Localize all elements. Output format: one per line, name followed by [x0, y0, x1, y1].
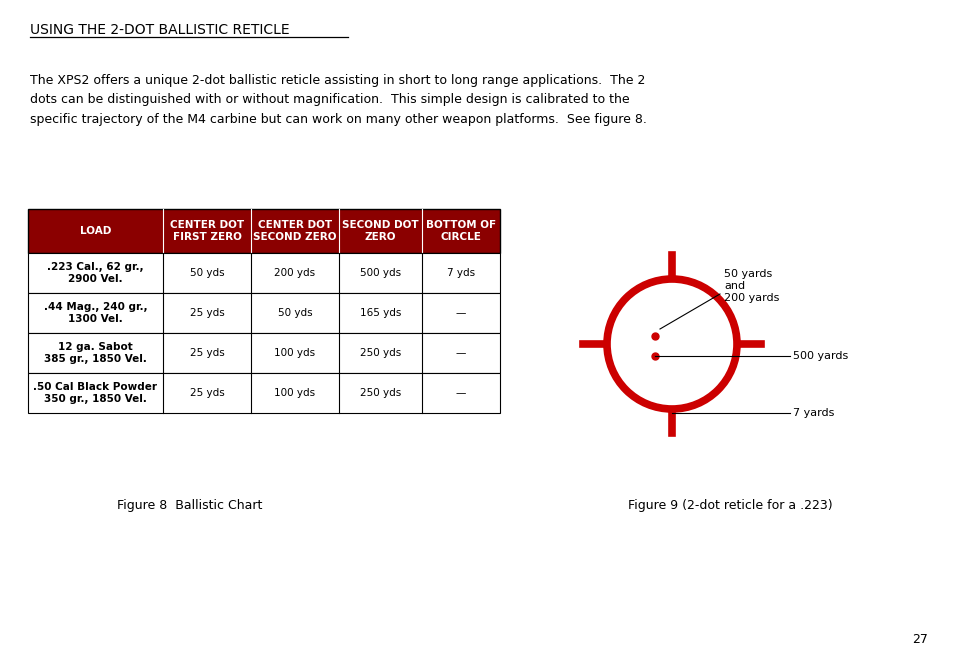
- Text: 165 yds: 165 yds: [359, 308, 401, 318]
- Text: The XPS2 offers a unique 2-dot ballistic reticle assisting in short to long rang: The XPS2 offers a unique 2-dot ballistic…: [30, 74, 646, 126]
- Text: 500 yards: 500 yards: [792, 351, 847, 361]
- Text: 7 yds: 7 yds: [446, 268, 475, 278]
- Text: 100 yds: 100 yds: [274, 388, 315, 398]
- Text: —: —: [456, 308, 466, 318]
- Text: 50 yards
and
200 yards: 50 yards and 200 yards: [723, 269, 779, 303]
- Text: .223 Cal., 62 gr.,
2900 Vel.: .223 Cal., 62 gr., 2900 Vel.: [47, 262, 144, 284]
- Text: LOAD: LOAD: [80, 226, 112, 236]
- Text: 7 yards: 7 yards: [792, 408, 834, 418]
- Text: 25 yds: 25 yds: [190, 308, 224, 318]
- Text: .50 Cal Black Powder
350 gr., 1850 Vel.: .50 Cal Black Powder 350 gr., 1850 Vel.: [33, 382, 157, 404]
- Text: USING THE 2-DOT BALLISTIC RETICLE: USING THE 2-DOT BALLISTIC RETICLE: [30, 23, 290, 37]
- Text: 50 yds: 50 yds: [190, 268, 224, 278]
- Text: —: —: [456, 348, 466, 358]
- Text: Figure 9 (2-dot reticle for a .223): Figure 9 (2-dot reticle for a .223): [627, 499, 831, 513]
- Text: CENTER DOT
FIRST ZERO: CENTER DOT FIRST ZERO: [170, 220, 244, 242]
- Text: 200 yds: 200 yds: [274, 268, 315, 278]
- Text: 250 yds: 250 yds: [359, 348, 400, 358]
- Bar: [28, 373, 499, 413]
- Text: 25 yds: 25 yds: [190, 348, 224, 358]
- Text: 500 yds: 500 yds: [359, 268, 400, 278]
- Text: SECOND DOT
ZERO: SECOND DOT ZERO: [342, 220, 418, 242]
- Text: CENTER DOT
SECOND ZERO: CENTER DOT SECOND ZERO: [253, 220, 336, 242]
- Text: 100 yds: 100 yds: [274, 348, 315, 358]
- Text: —: —: [456, 388, 466, 398]
- Text: 250 yds: 250 yds: [359, 388, 400, 398]
- Bar: [28, 253, 499, 293]
- Text: .44 Mag., 240 gr.,
1300 Vel.: .44 Mag., 240 gr., 1300 Vel.: [44, 302, 147, 324]
- Text: 12 ga. Sabot
385 gr., 1850 Vel.: 12 ga. Sabot 385 gr., 1850 Vel.: [44, 342, 147, 364]
- Text: 50 yds: 50 yds: [277, 308, 312, 318]
- Bar: [28, 333, 499, 373]
- Text: 27: 27: [911, 633, 927, 646]
- Text: 25 yds: 25 yds: [190, 388, 224, 398]
- Bar: [28, 209, 499, 253]
- Bar: [28, 293, 499, 333]
- Text: BOTTOM OF
CIRCLE: BOTTOM OF CIRCLE: [425, 220, 496, 242]
- Text: Figure 8  Ballistic Chart: Figure 8 Ballistic Chart: [117, 499, 262, 513]
